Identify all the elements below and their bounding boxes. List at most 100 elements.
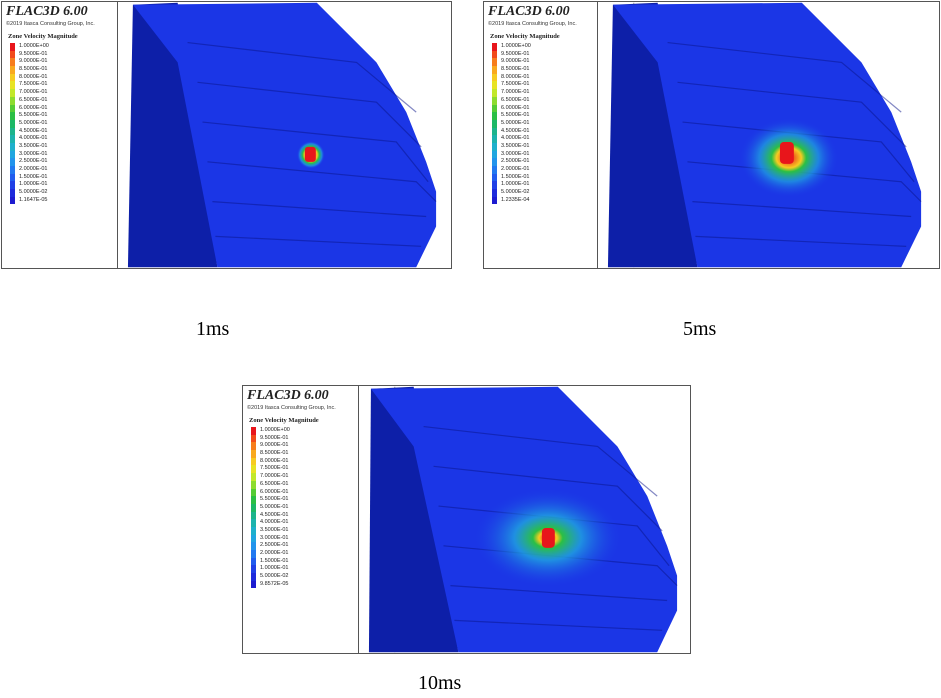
legend-swatch: [10, 189, 15, 197]
legend-entry: 5.5000E-01: [492, 112, 531, 120]
legend-entry: 2.0000E-01: [492, 166, 531, 174]
legend-label: 1.5000E-01: [260, 557, 289, 564]
legend-entries: 1.0000E+00 9.5000E-01 9.0000E-01 8.5000E-01…: [10, 43, 49, 205]
legend-entry: 7.5000E-01: [251, 465, 290, 474]
legend-label: 9.0000E-01: [19, 58, 48, 65]
legend-swatch: [251, 442, 256, 451]
legend-entry: 8.5000E-01: [10, 66, 49, 74]
legend-label: 1.0000E-01: [19, 181, 48, 188]
legend-label: 8.0000E-01: [501, 73, 530, 80]
legend-label: 7.0000E-01: [260, 473, 289, 480]
legend-label: 2.0000E-01: [501, 166, 530, 172]
slope-model: [118, 2, 451, 268]
legend-label: 7.5000E-01: [501, 81, 530, 88]
legend-swatch: [251, 473, 256, 481]
legend-swatch: [10, 150, 15, 159]
legend: FLAC3D 6.00 ©2019 Itasca Consulting Grou…: [2, 2, 118, 268]
legend-label: 2.5000E-01: [19, 158, 48, 165]
legend-title: Zone Velocity Magnitude: [8, 33, 78, 40]
legend-label: 2.5000E-01: [501, 158, 530, 165]
legend-label: 8.0000E-01: [260, 457, 289, 464]
legend-swatch: [10, 142, 15, 151]
legend-label: 3.5000E-01: [501, 142, 530, 149]
legend-entry: 2.0000E-01: [10, 166, 49, 174]
legend-entry: 6.0000E-01: [251, 488, 290, 497]
legend-label: 9.8572E-05: [260, 580, 289, 587]
legend-label: 6.0000E-01: [501, 104, 530, 111]
legend-entry: 9.0000E-01: [492, 58, 531, 67]
legend-swatch: [10, 104, 15, 113]
panel-5ms: FLAC3D 6.00 ©2019 Itasca Consulting Grou…: [483, 1, 940, 269]
legend-swatch: [251, 534, 256, 543]
copyright-text: ©2019 Itasca Consulting Group, Inc.: [488, 21, 577, 27]
legend-label: 1.5000E-01: [501, 173, 530, 180]
legend-entry: 3.5000E-01: [492, 142, 531, 151]
legend-label: 4.5000E-01: [19, 127, 48, 134]
legend-entry: 1.0000E+00: [10, 43, 49, 51]
legend-swatch: [251, 519, 256, 527]
legend-label: 7.5000E-01: [19, 81, 48, 88]
legend-label: 5.0000E-02: [501, 189, 530, 196]
legend-entry: 4.0000E-01: [251, 519, 290, 527]
legend-entry: 9.0000E-01: [10, 58, 49, 67]
legend-label: 5.5000E-01: [260, 496, 289, 503]
legend-swatch: [10, 173, 15, 182]
legend-label: 1.0000E+00: [19, 43, 49, 49]
legend-entry: 1.5000E-01: [10, 173, 49, 182]
legend-entry: 5.0000E-02: [251, 573, 290, 581]
legend-entry: 8.0000E-01: [251, 457, 290, 466]
legend-entry: 7.5000E-01: [492, 81, 531, 90]
legend-label: 2.0000E-01: [19, 166, 48, 172]
legend-label: 6.0000E-01: [19, 104, 48, 111]
legend-swatch: [492, 166, 497, 174]
legend-label: 5.0000E-02: [260, 573, 289, 580]
legend-entry: 1.0000E-01: [251, 565, 290, 574]
legend-label: 8.5000E-01: [501, 66, 530, 73]
legend-swatch: [10, 181, 15, 190]
legend-entry: 8.0000E-01: [492, 73, 531, 82]
legend-swatch: [492, 189, 497, 197]
legend-label: 9.5000E-01: [501, 50, 530, 57]
legend-label: 4.5000E-01: [260, 511, 289, 518]
legend-entry: 4.0000E-01: [10, 135, 49, 143]
legend-label: 7.0000E-01: [19, 89, 48, 96]
legend-swatch: [251, 550, 256, 558]
slope-model: [598, 2, 939, 268]
legend-entry: 1.1647E-05: [10, 196, 49, 205]
legend-swatch: [492, 81, 497, 90]
legend-swatch: [492, 150, 497, 159]
legend-entry: 8.5000E-01: [492, 66, 531, 74]
legend-entry: 9.0000E-01: [251, 442, 290, 451]
legend-entry: 2.5000E-01: [10, 158, 49, 166]
legend-label: 6.5000E-01: [501, 96, 530, 103]
legend-label: 3.0000E-01: [501, 150, 530, 157]
legend-swatch: [492, 58, 497, 67]
legend-swatch: [251, 488, 256, 497]
legend-entry: 5.0000E-02: [10, 189, 49, 197]
slope-model: [359, 386, 690, 653]
legend-entry: 5.0000E-01: [492, 119, 531, 128]
legend-swatch: [251, 557, 256, 566]
legend-swatch: [10, 81, 15, 90]
legend-label: 5.0000E-01: [501, 119, 530, 126]
legend-entry: 2.5000E-01: [492, 158, 531, 166]
caption-1ms: 1ms: [196, 318, 230, 340]
legend-swatch: [492, 66, 497, 74]
legend-swatch: [492, 104, 497, 113]
legend-swatch: [492, 119, 497, 128]
legend-swatch: [492, 96, 497, 105]
legend-entries: 1.0000E+00 9.5000E-01 9.0000E-01 8.5000E-01…: [492, 43, 531, 205]
legend-swatch: [251, 503, 256, 512]
legend-swatch: [10, 158, 15, 166]
legend-label: 2.0000E-01: [260, 550, 289, 556]
model-view: [359, 386, 690, 653]
legend-label: 5.0000E-01: [260, 503, 289, 510]
slope-side: [607, 2, 698, 268]
legend-entry: 1.2335E-04: [492, 196, 531, 205]
legend-entry: 2.0000E-01: [251, 550, 290, 558]
legend-entry: 3.0000E-01: [251, 534, 290, 543]
model-view: [118, 2, 451, 268]
legend-label: 9.5000E-01: [19, 50, 48, 57]
legend-swatch: [251, 465, 256, 474]
legend-label: 5.5000E-01: [19, 112, 48, 119]
